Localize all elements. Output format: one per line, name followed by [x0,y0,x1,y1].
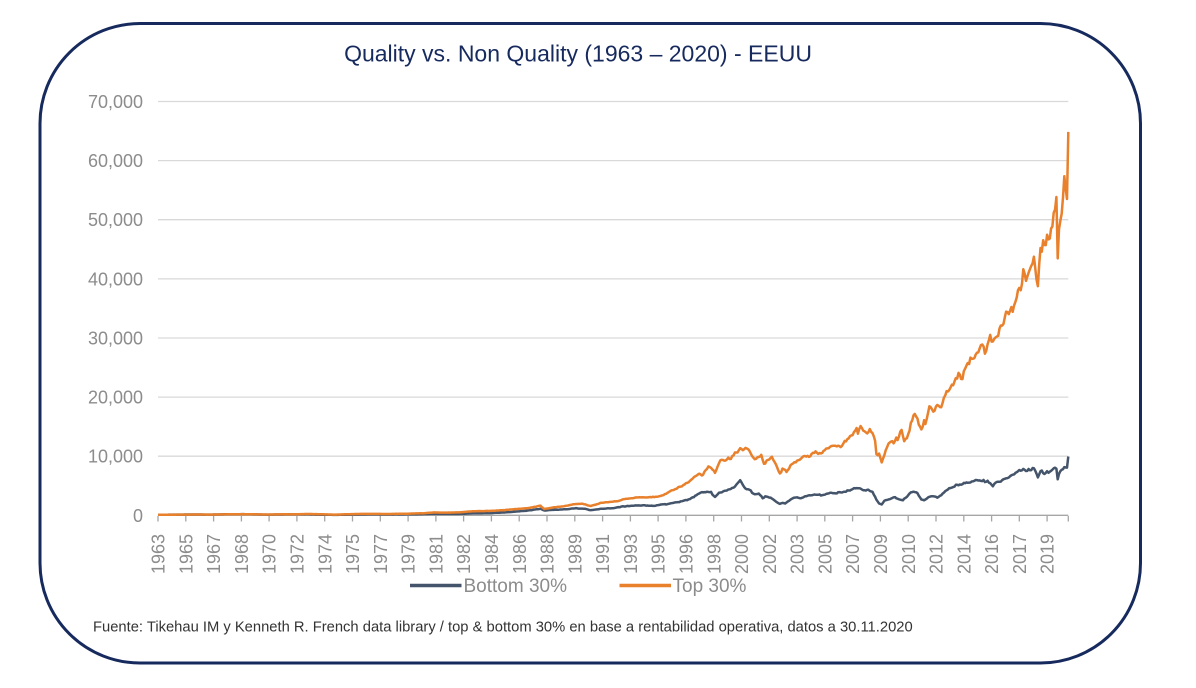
svg-text:1972: 1972 [288,534,308,574]
svg-text:1998: 1998 [704,534,724,574]
svg-text:2005: 2005 [815,534,835,574]
svg-text:30,000: 30,000 [88,329,143,349]
svg-text:0: 0 [133,506,143,526]
svg-text:2007: 2007 [843,534,863,574]
svg-text:1970: 1970 [260,534,280,574]
svg-text:1981: 1981 [427,534,447,574]
svg-text:Top 30%: Top 30% [673,576,747,597]
svg-text:1974: 1974 [315,534,335,574]
svg-text:1977: 1977 [371,534,391,574]
svg-text:1986: 1986 [510,534,530,574]
svg-text:1989: 1989 [565,534,585,574]
svg-text:70,000: 70,000 [88,92,143,112]
svg-text:60,000: 60,000 [88,151,143,171]
svg-text:40,000: 40,000 [88,269,143,289]
svg-text:2002: 2002 [760,534,780,574]
svg-text:1993: 1993 [621,534,641,574]
svg-text:2016: 2016 [982,534,1002,574]
svg-text:10,000: 10,000 [88,447,143,467]
svg-text:1988: 1988 [538,534,558,574]
svg-text:2017: 2017 [1010,534,1030,574]
svg-text:2014: 2014 [954,534,974,574]
svg-text:2012: 2012 [927,534,947,574]
svg-text:1979: 1979 [399,534,419,574]
svg-text:50,000: 50,000 [88,210,143,230]
svg-text:1968: 1968 [232,534,252,574]
svg-text:1984: 1984 [482,534,502,574]
svg-text:2019: 2019 [1038,534,1058,574]
svg-text:1965: 1965 [176,534,196,574]
svg-text:1995: 1995 [649,534,669,574]
svg-text:2010: 2010 [899,534,919,574]
svg-text:2000: 2000 [732,534,752,574]
svg-text:1996: 1996 [677,534,697,574]
svg-text:1967: 1967 [204,534,224,574]
svg-text:1963: 1963 [149,534,169,574]
svg-text:Quality vs. Non Quality (1963: Quality vs. Non Quality (1963 – 2020) - … [344,41,812,67]
svg-text:20,000: 20,000 [88,388,143,408]
svg-text:1991: 1991 [593,534,613,574]
svg-text:2003: 2003 [788,534,808,574]
svg-text:1975: 1975 [343,534,363,574]
svg-text:1982: 1982 [454,534,474,574]
svg-text:Fuente: Tikehau IM y Kenneth R: Fuente: Tikehau IM y Kenneth R. French d… [93,620,913,636]
svg-text:Bottom 30%: Bottom 30% [464,576,568,597]
svg-text:2009: 2009 [871,534,891,574]
